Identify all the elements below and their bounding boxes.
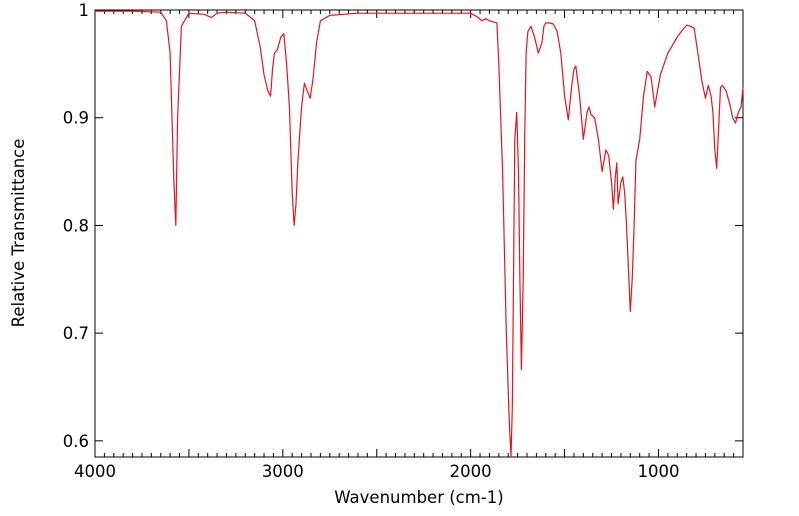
x-tick-label: 2000 [450, 462, 492, 481]
spectrum-line [95, 10, 744, 458]
y-tick-label: 0.8 [63, 216, 89, 235]
y-axis-label: Relative Transmittance [9, 139, 28, 328]
x-tick-label: 4000 [74, 462, 116, 481]
y-ticks: 0.6 0.7 0.8 0.9 1 [63, 1, 743, 451]
y-tick-label: 0.9 [63, 109, 89, 128]
series-layer [95, 10, 744, 458]
plot-area-frame [94, 9, 744, 458]
x-tick-label: 3000 [262, 462, 304, 481]
x-minor-ticks [103, 10, 744, 457]
x-axis-label: Wavenumber (cm-1) [334, 488, 503, 507]
y-tick-label: 1 [79, 1, 90, 20]
y-tick-label: 0.6 [63, 432, 89, 451]
x-tick-label: 1000 [637, 462, 679, 481]
y-tick-label: 0.7 [63, 324, 89, 343]
x-major-ticks: 4000 3000 2000 1000 [74, 10, 679, 481]
